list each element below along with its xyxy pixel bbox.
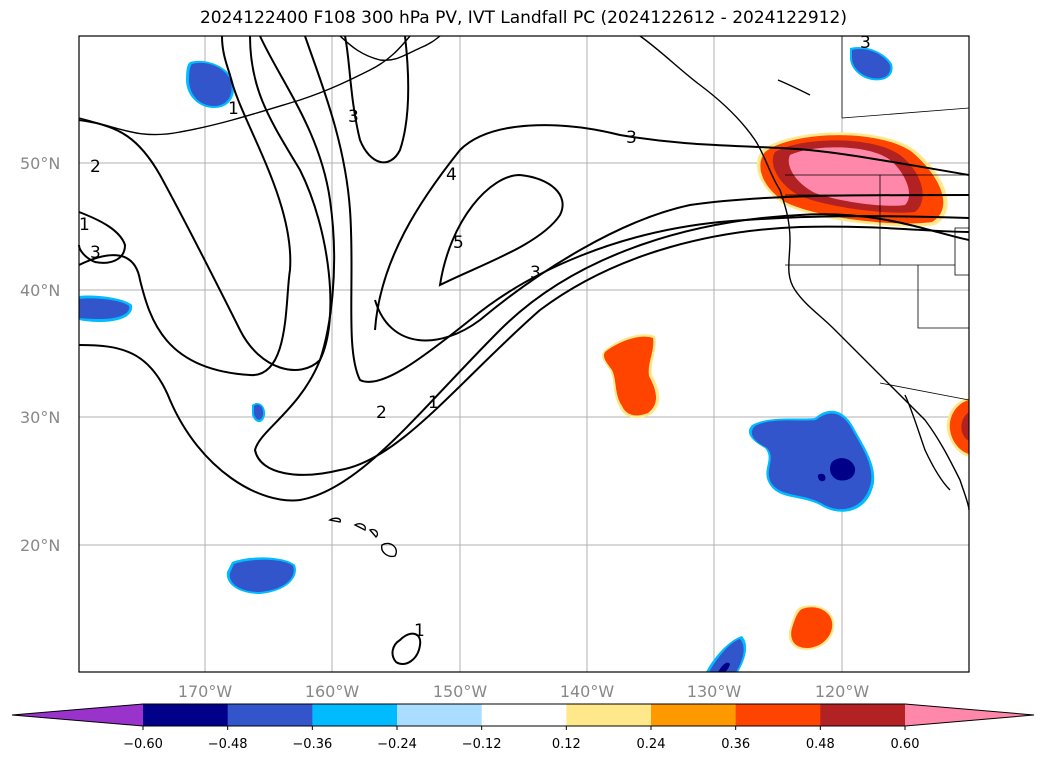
contour-label: 3 xyxy=(530,263,541,283)
contour-label: 2 xyxy=(90,157,101,177)
ivt-negative-anomaly-west xyxy=(79,295,133,322)
colorbar-extend-low xyxy=(12,704,143,726)
colorbar-tick-label: −0.24 xyxy=(377,737,417,752)
political-borders xyxy=(785,36,970,401)
ivt-negative-anomaly-small xyxy=(252,403,266,423)
colorbar-bin xyxy=(651,704,737,726)
contour-label: 2 xyxy=(376,403,387,423)
pv-contour-3-west xyxy=(78,211,127,264)
colorbar-tick-label: −0.60 xyxy=(123,737,163,752)
ivt-negative-anomaly-northwest xyxy=(186,60,234,108)
colorbar-bin xyxy=(397,704,483,726)
contour-label: 5 xyxy=(453,233,464,253)
pv-contour-5 xyxy=(438,173,564,287)
colorbar-tick-label: −0.48 xyxy=(208,737,248,752)
map-title: 2024122400 F108 300 hPa PV, IVT Landfall… xyxy=(199,8,847,28)
lon-label: 130°W xyxy=(687,682,742,701)
ivt-negative-anomaly-hawaii-sw xyxy=(226,557,296,594)
pv-contour-2-main xyxy=(253,35,970,476)
colorbar-bin xyxy=(481,704,567,726)
colorbar-tick-label: 0.60 xyxy=(891,737,920,752)
longitude-labels: 170°W 160°W 150°W 140°W 130°W 120°W xyxy=(178,682,870,701)
ivt-positive-anomaly-baja xyxy=(946,398,969,457)
lon-label: 140°W xyxy=(560,682,615,701)
pv-contour-3-upper xyxy=(374,124,970,331)
contour-label: 1 xyxy=(428,393,439,413)
latitude-labels: 50°N 40°N 30°N 20°N xyxy=(20,154,60,555)
colorbar: −0.60 −0.48 −0.36 −0.24 −0.12 0.12 0.24 0.36 0.4… xyxy=(11,703,1035,752)
lon-label: 170°W xyxy=(178,682,233,701)
pv-contour-2 xyxy=(78,35,292,377)
lat-label: 50°N xyxy=(20,154,60,173)
colorbar-bin xyxy=(312,704,398,726)
colorbar-bin xyxy=(227,704,313,726)
colorbar-bin xyxy=(820,704,906,726)
lon-label: 150°W xyxy=(433,682,488,701)
colorbar-tick-label: 0.36 xyxy=(721,737,750,752)
colorbar-tick-label: 0.48 xyxy=(806,737,835,752)
colorbar-extend-high xyxy=(905,704,1034,726)
contour-label: 3 xyxy=(348,107,359,127)
contour-label: 1 xyxy=(228,99,239,119)
ivt-negative-anomaly-south xyxy=(706,636,747,672)
colorbar-tick-label: −0.36 xyxy=(292,737,332,752)
colorbar-tick-label: −0.12 xyxy=(462,737,502,752)
pv-contours xyxy=(78,35,970,665)
contour-label: 3 xyxy=(626,128,637,148)
colorbar-tick-label: 0.12 xyxy=(552,737,581,752)
pv-contour-1-west xyxy=(78,35,332,371)
lat-label: 30°N xyxy=(20,408,60,427)
contour-label: 1 xyxy=(79,215,90,235)
lat-label: 40°N xyxy=(20,281,60,300)
lon-label: 120°W xyxy=(815,682,870,701)
colorbar-tick-label: 0.24 xyxy=(637,737,666,752)
ivt-negative-anomaly-east-pacific xyxy=(748,410,875,512)
colorbar-bin xyxy=(143,704,229,726)
pv-contour-4 xyxy=(374,194,970,342)
ivt-positive-anomaly-south xyxy=(788,605,835,650)
coastlines xyxy=(78,35,970,558)
contour-label: 4 xyxy=(446,165,457,185)
pv-contour-1-hawaii xyxy=(391,632,422,665)
pv-contour-1-outer xyxy=(78,213,970,502)
ivt-negative-anomaly-north xyxy=(850,46,893,81)
map-area xyxy=(79,36,969,672)
contour-label: 3 xyxy=(860,33,871,53)
pv-contour-3-main xyxy=(304,35,970,383)
lat-label: 20°N xyxy=(20,536,60,555)
map-frame xyxy=(78,35,970,673)
colorbar-bin xyxy=(566,704,652,726)
contour-label: 3 xyxy=(90,243,101,263)
contour-label: 1 xyxy=(414,621,425,641)
lon-label: 160°W xyxy=(305,682,360,701)
colorbar-bin xyxy=(735,704,821,726)
ivt-positive-anomaly-central xyxy=(601,334,660,419)
contour-labels: 1 2 3 3 3 4 5 3 2 1 1 1 3 xyxy=(79,33,871,641)
